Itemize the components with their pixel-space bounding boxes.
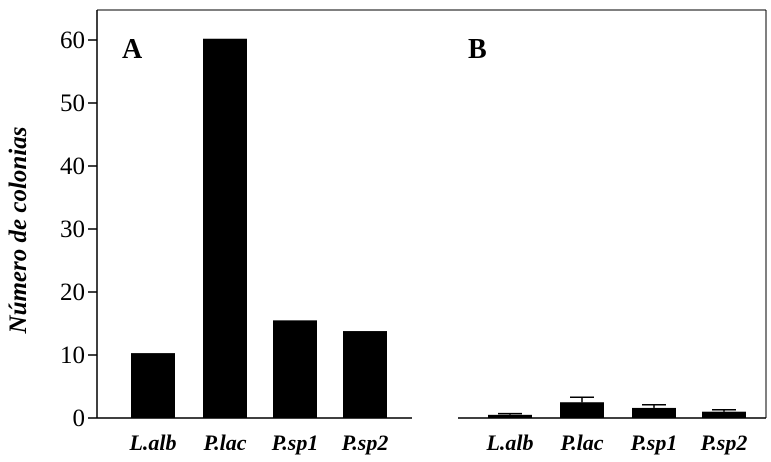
y-tick-label: 0 xyxy=(73,405,86,432)
x-tick-label: L.alb xyxy=(485,430,533,455)
x-tick-label: P.sp2 xyxy=(700,430,748,455)
bar-plac xyxy=(560,402,604,418)
bar-lalb xyxy=(488,414,532,418)
bar-psp2 xyxy=(343,331,387,418)
y-tick-label: 60 xyxy=(60,27,85,54)
x-tick-label: P.sp1 xyxy=(630,430,678,455)
x-tick-label: P.sp2 xyxy=(341,430,389,455)
chart-marks xyxy=(131,38,746,419)
chart-labels: 0 10 20 30 40 50 60 A L.alb P.lac P.sp1 P.sp2 B L.alb… xyxy=(60,27,747,455)
bar-psp2 xyxy=(702,411,746,418)
y-tick-label: 20 xyxy=(60,279,85,306)
y-axis-title: Número de colonias xyxy=(5,127,32,335)
y-tick-label: 10 xyxy=(60,342,85,369)
bar-lalb xyxy=(131,353,175,418)
chart-axes xyxy=(88,9,767,419)
bar-plac xyxy=(203,38,247,419)
x-tick-label: P.sp1 xyxy=(271,430,319,455)
x-tick-label: P.lac xyxy=(203,430,247,455)
panel-label-1: A xyxy=(122,34,143,65)
bar-psp1 xyxy=(273,320,317,418)
bar-psp1 xyxy=(632,407,676,418)
x-tick-label: L.alb xyxy=(128,430,176,455)
y-tick-label: 30 xyxy=(60,216,85,243)
panel-label-2: B xyxy=(468,34,487,65)
y-tick-label: 50 xyxy=(60,90,85,117)
y-tick-label: 40 xyxy=(60,153,85,180)
x-tick-label: P.lac xyxy=(560,430,604,455)
